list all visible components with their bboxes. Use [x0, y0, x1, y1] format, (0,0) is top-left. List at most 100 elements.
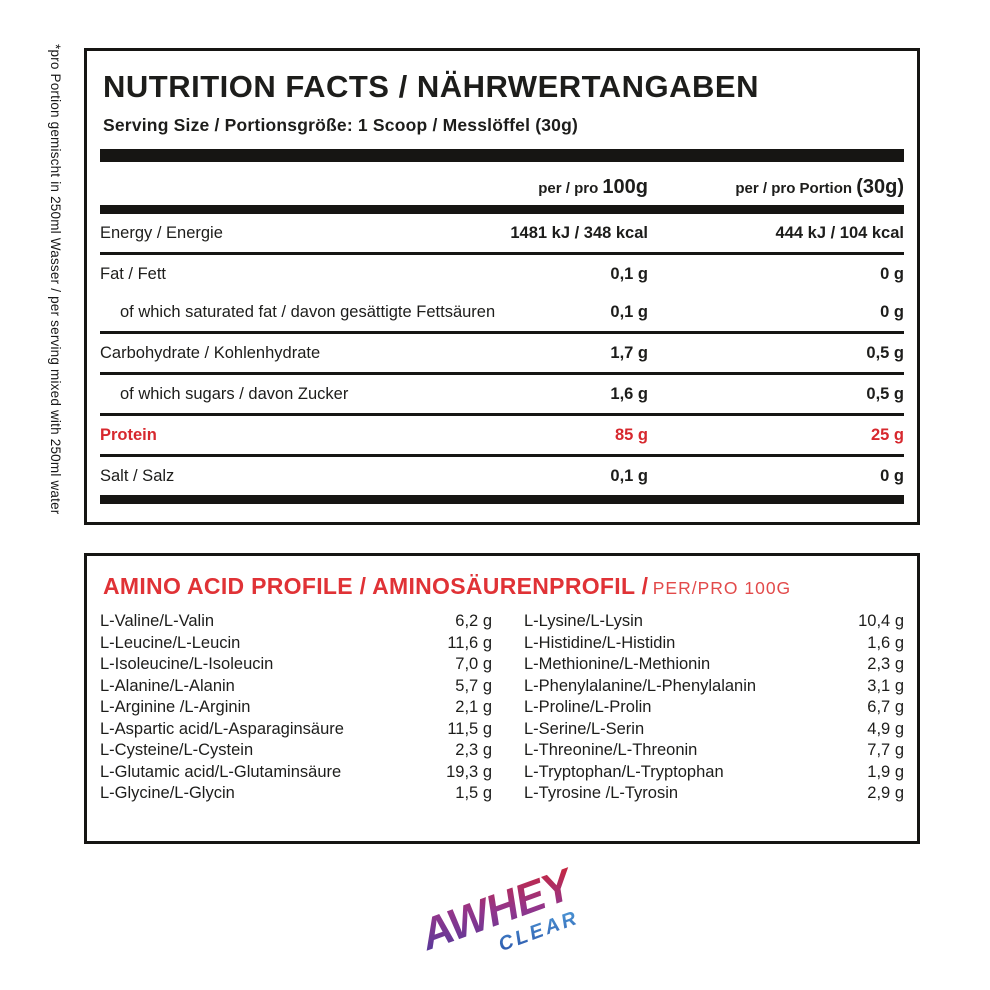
nutrition-title: NUTRITION FACTS / NÄHRWERTANGABEN: [103, 69, 759, 104]
row-label: Fat / Fett: [100, 264, 167, 283]
amino-title: AMINO ACID PROFILE / AMINOSÄURENPROFIL /: [103, 573, 649, 599]
amino-columns: L-Valine/L-Valin 6,2 g L-Leucine/L-Leucin…: [100, 611, 904, 805]
row-divider: [100, 252, 904, 255]
row-value-per-100g: 0,1 g: [610, 302, 648, 321]
nutrition-panel: NUTRITION FACTS / NÄHRWERTANGABEN Servin…: [84, 48, 920, 525]
amino-name: L-Isoleucine/L-Isoleucin: [100, 655, 274, 674]
row-value-per-portion: 0 g: [880, 302, 904, 321]
amino-row: L-Leucine/L-Leucin 11,6 g: [100, 633, 492, 655]
nutrition-row-salt: Salt / Salz 0,1 g 0 g: [100, 457, 904, 495]
amino-row: L-Cysteine/L-Cystein 2,3 g: [100, 740, 492, 762]
amino-name: L-Phenylalanine/L-Phenylalanin: [524, 676, 757, 695]
row-label: Energy / Energie: [100, 223, 223, 242]
amino-column-right: L-Lysine/L-Lysin 10,4 g L-Histidine/L-His…: [524, 611, 904, 805]
amino-value: 1,5 g: [455, 784, 492, 803]
amino-value: 1,6 g: [867, 633, 904, 652]
amino-row: L-Phenylalanine/L-Phenylalanin 3,1 g: [524, 676, 904, 698]
amino-name: L-Cysteine/L-Cystein: [100, 741, 254, 760]
amino-name: L-Threonine/L-Threonin: [524, 741, 698, 760]
row-label: Salt / Salz: [100, 466, 175, 485]
amino-name: L-Valine/L-Valin: [100, 612, 215, 631]
amino-value: 19,3 g: [446, 762, 492, 781]
amino-column-left: L-Valine/L-Valin 6,2 g L-Leucine/L-Leucin…: [100, 611, 492, 805]
amino-name: L-Leucine/L-Leucin: [100, 633, 241, 652]
amino-value: 2,1 g: [455, 698, 492, 717]
row-label: of which sugars / davon Zucker: [120, 384, 349, 403]
amino-value: 3,1 g: [867, 676, 904, 695]
row-value-per-portion: 0 g: [880, 264, 904, 283]
amino-subtitle: PER/PRO 100G: [652, 578, 792, 598]
amino-header: AMINO ACID PROFILE / AMINOSÄURENPROFIL /…: [103, 573, 901, 600]
amino-column-gap: [492, 611, 524, 805]
amino-value: 2,3 g: [455, 741, 492, 760]
amino-row: L-Glycine/L-Glycin 1,5 g: [100, 783, 492, 805]
row-value-per-portion: 0,5 g: [866, 384, 904, 403]
amino-name: L-Methionine/L-Methionin: [524, 655, 711, 674]
row-value-per-100g: 85 g: [614, 425, 648, 444]
row-divider: [100, 372, 904, 375]
row-label: of which saturated fat / davon gesättigt…: [120, 302, 496, 321]
row-value-per-portion: 25 g: [870, 425, 904, 444]
amino-name: L-Tryptophan/L-Tryptophan: [524, 762, 724, 781]
amino-value: 7,7 g: [867, 741, 904, 760]
nutrition-row-saturated-fat: of which saturated fat / davon gesättigt…: [100, 293, 904, 331]
row-label: Carbohydrate / Kohlenhydrate: [100, 343, 321, 362]
amino-name: L-Lysine/L-Lysin: [524, 612, 643, 631]
amino-row: L-Methionine/L-Methionin 2,3 g: [524, 654, 904, 676]
row-value-per-100g: 0,1 g: [610, 466, 648, 485]
amino-value: 1,9 g: [867, 762, 904, 781]
serving-mix-note: *pro Portion gemischt in 250ml Wasser / …: [48, 44, 63, 515]
divider-bar: [100, 205, 904, 214]
amino-row: L-Threonine/L-Threonin 7,7 g: [524, 740, 904, 762]
amino-row: L-Tryptophan/L-Tryptophan 1,9 g: [524, 762, 904, 784]
serving-size: Serving Size / Portionsgröße: 1 Scoop / …: [103, 115, 579, 135]
row-value-per-portion: 0 g: [880, 466, 904, 485]
amino-name: L-Arginine /L-Arginin: [100, 698, 251, 717]
amino-value: 2,3 g: [867, 655, 904, 674]
amino-value: 4,9 g: [867, 719, 904, 738]
col-header-per-100g-em: 100g: [602, 176, 648, 198]
amino-row: L-Isoleucine/L-Isoleucin 7,0 g: [100, 654, 492, 676]
amino-row: L-Alanine/L-Alanin 5,7 g: [100, 676, 492, 698]
amino-value: 11,5 g: [447, 719, 492, 738]
amino-name: L-Serine/L-Serin: [524, 719, 645, 738]
row-value-per-100g: 1481 kJ / 348 kcal: [510, 223, 648, 242]
nutrition-row-carbohydrate: Carbohydrate / Kohlenhydrate 1,7 g 0,5 g: [100, 334, 904, 372]
amino-value: 6,2 g: [455, 612, 492, 631]
amino-row: L-Aspartic acid/L-Asparaginsäure 11,5 g: [100, 719, 492, 741]
nutrition-row-sugars: of which sugars / davon Zucker 1,6 g 0,5…: [100, 375, 904, 413]
amino-value: 7,0 g: [455, 655, 492, 674]
row-label: Protein: [100, 425, 157, 444]
row-divider: [100, 454, 904, 457]
amino-name: L-Aspartic acid/L-Asparaginsäure: [100, 719, 344, 738]
amino-value: 11,6 g: [447, 633, 492, 652]
amino-row: L-Lysine/L-Lysin 10,4 g: [524, 611, 904, 633]
amino-value: 5,7 g: [455, 676, 492, 695]
row-value-per-100g: 0,1 g: [610, 264, 648, 283]
row-divider: [100, 413, 904, 416]
row-value-per-portion: 444 kJ / 104 kcal: [775, 223, 904, 242]
amino-row: L-Tyrosine /L-Tyrosin 2,9 g: [524, 783, 904, 805]
amino-name: L-Alanine/L-Alanin: [100, 676, 235, 695]
amino-row: L-Valine/L-Valin 6,2 g: [100, 611, 492, 633]
row-divider: [100, 331, 904, 334]
col-header-per-100g: per / pro 100g: [498, 176, 648, 199]
divider-thick-bar: [100, 149, 904, 162]
amino-value: 2,9 g: [867, 784, 904, 803]
amino-panel: AMINO ACID PROFILE / AMINOSÄURENPROFIL /…: [84, 553, 920, 844]
row-value-per-portion: 0,5 g: [866, 343, 904, 362]
col-header-per-100g-prefix: per / pro: [538, 180, 599, 197]
amino-name: L-Proline/L-Prolin: [524, 698, 652, 717]
amino-name: L-Glycine/L-Glycin: [100, 784, 235, 803]
divider-bar: [100, 495, 904, 504]
amino-row: L-Proline/L-Prolin 6,7 g: [524, 697, 904, 719]
amino-name: L-Histidine/L-Histidin: [524, 633, 676, 652]
amino-row: L-Histidine/L-Histidin 1,6 g: [524, 633, 904, 655]
amino-name: L-Tyrosine /L-Tyrosin: [524, 784, 679, 803]
amino-row: L-Glutamic acid/L-Glutaminsäure 19,3 g: [100, 762, 492, 784]
col-header-per-portion-prefix: per / pro Portion: [735, 180, 853, 197]
amino-value: 6,7 g: [867, 698, 904, 717]
column-headers: per / pro 100g per / pro Portion (30g): [100, 162, 904, 205]
row-value-per-100g: 1,6 g: [610, 384, 648, 403]
brand-logo: AWHEY CLEAR: [413, 866, 582, 960]
